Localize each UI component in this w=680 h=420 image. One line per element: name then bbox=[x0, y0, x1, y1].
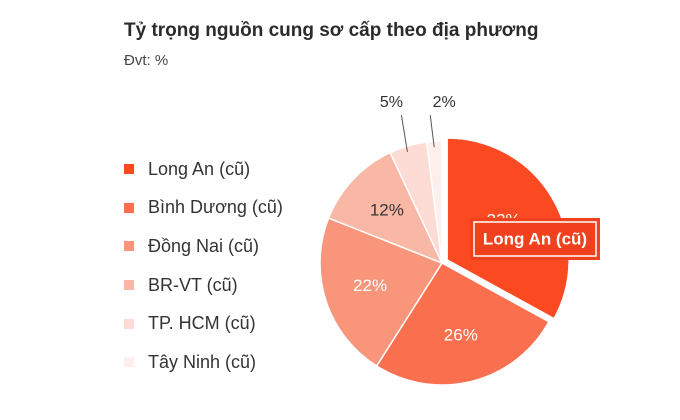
legend-swatch bbox=[124, 241, 134, 252]
callout-label: Long An (cũ) bbox=[483, 229, 587, 248]
data-label: 22% bbox=[353, 276, 387, 295]
leader-line bbox=[429, 114, 435, 148]
data-label: 26% bbox=[444, 326, 478, 345]
legend-label: TP. HCM (cũ) bbox=[148, 313, 256, 334]
legend-swatch bbox=[124, 202, 134, 213]
pie-slice bbox=[425, 140, 443, 264]
legend-swatch bbox=[124, 280, 134, 291]
legend-swatch bbox=[124, 164, 134, 175]
legend-swatch bbox=[124, 318, 134, 329]
pie-slice bbox=[327, 151, 444, 265]
data-label: 2% bbox=[433, 94, 456, 111]
legend-label: Đồng Nai (cũ) bbox=[148, 235, 260, 256]
pie-slice bbox=[375, 262, 550, 386]
legend-swatch bbox=[124, 357, 134, 368]
legend-label: BR-VT (cũ) bbox=[148, 274, 238, 295]
legend-label: Tây Ninh (cũ) bbox=[148, 351, 257, 372]
chart-title: Tỷ trọng nguồn cung sơ cấp theo địa phươ… bbox=[124, 20, 539, 41]
legend-item-br-vt: BR-VT (cũ) bbox=[124, 266, 283, 305]
legend-item-binh-duong: Bình Dương (cũ) bbox=[124, 189, 283, 228]
callout-box bbox=[470, 218, 600, 260]
callout-border bbox=[473, 221, 597, 257]
legend-item-long-an: Long An (cũ) bbox=[124, 150, 283, 189]
legend-label: Bình Dương (cũ) bbox=[148, 197, 283, 218]
leader-line bbox=[400, 114, 408, 153]
legend-label: Long An (cũ) bbox=[148, 158, 251, 179]
unit-label: Đvt: % bbox=[124, 52, 169, 69]
data-label: 12% bbox=[370, 201, 404, 220]
pie-slice bbox=[319, 217, 444, 368]
legend-item-tay-ninh: Tây Ninh (cũ) bbox=[124, 343, 283, 382]
legend-item-dong-nai: Đồng Nai (cũ) bbox=[124, 227, 283, 266]
legend-item-tp-hcm: TP. HCM (cũ) bbox=[124, 304, 283, 343]
data-label: 5% bbox=[380, 94, 403, 111]
chart-legend: Long An (cũ) Bình Dương (cũ) Đồng Nai (c… bbox=[124, 150, 283, 382]
